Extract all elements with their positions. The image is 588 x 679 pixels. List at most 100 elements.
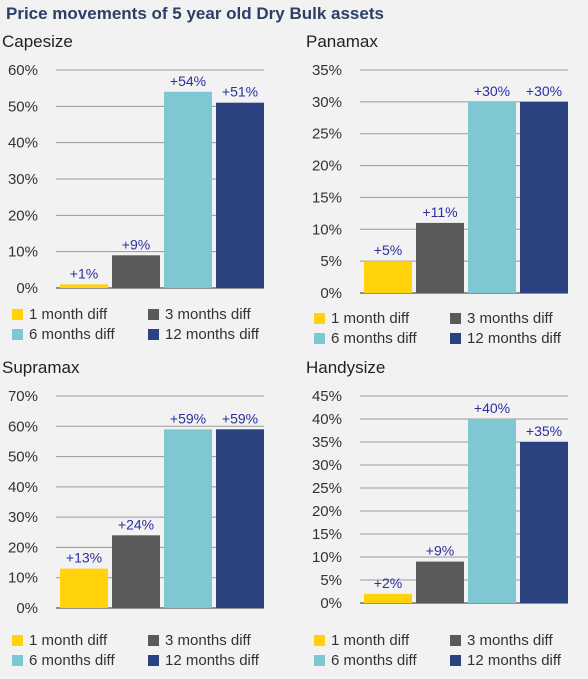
- bar: [364, 261, 412, 293]
- legend-item: 6 months diff: [314, 330, 417, 347]
- data-label: +13%: [66, 550, 102, 566]
- data-label: +9%: [122, 236, 150, 252]
- legend-item: 12 months diff: [450, 652, 561, 669]
- y-tick-label: 0%: [320, 595, 342, 612]
- data-label: +51%: [222, 84, 258, 100]
- legend-swatch: [314, 655, 325, 666]
- legend-swatch: [12, 309, 23, 320]
- y-tick-label: 40%: [8, 479, 38, 496]
- legend-label: 6 months diff: [29, 652, 115, 669]
- y-tick-label: 35%: [312, 62, 342, 79]
- y-tick-label: 45%: [312, 388, 342, 405]
- data-label: +5%: [374, 242, 402, 258]
- y-tick-label: 40%: [312, 411, 342, 428]
- bar-chart-panamax: 0% 5% 10% 15% 20% 25% 30% 35% +5% +11% +30% +30%: [312, 62, 568, 302]
- bar: [468, 419, 516, 603]
- y-tick-label: 40%: [8, 135, 38, 152]
- bar: [216, 102, 264, 288]
- legend-swatch: [148, 329, 159, 340]
- legend-item: 1 month diff: [12, 306, 107, 323]
- legend-label: 12 months diff: [165, 326, 259, 343]
- chart-panel-capesize: Capesize 0% 10% 20% 30% 40% 50% 60% +1% +9% +54% +…: [0, 30, 294, 350]
- legend-item: 12 months diff: [148, 326, 259, 343]
- chart-panel-handysize: Handysize 0% 5% 10% 15% 20% 25% 30% 35% 40% 45% +2…: [304, 356, 588, 676]
- y-tick-label: 20%: [8, 207, 38, 224]
- legend-label: 3 months diff: [467, 310, 553, 327]
- chart-title: Supramax: [2, 358, 80, 377]
- legend-swatch: [450, 333, 461, 344]
- page-title: Price movements of 5 year old Dry Bulk a…: [6, 4, 384, 23]
- bar: [60, 284, 108, 288]
- y-tick-label: 30%: [8, 171, 38, 188]
- bar-chart-capesize: 0% 10% 20% 30% 40% 50% 60% +1% +9% +54% +51%: [8, 62, 264, 297]
- legend-label: 3 months diff: [467, 632, 553, 649]
- legend-swatch: [148, 309, 159, 320]
- legend-item: 1 month diff: [314, 310, 409, 327]
- data-label: +59%: [222, 410, 258, 426]
- y-tick-label: 20%: [312, 503, 342, 520]
- y-tick-label: 60%: [8, 62, 38, 79]
- chart-title: Handysize: [306, 358, 386, 377]
- chart-panel-supramax: Supramax 0% 10% 20% 30% 40% 50% 60% 70% +13% +24%…: [0, 356, 294, 676]
- legend-label: 1 month diff: [331, 632, 410, 649]
- y-tick-label: 35%: [312, 434, 342, 451]
- bar: [364, 593, 412, 603]
- y-tick-label: 0%: [320, 285, 342, 302]
- y-tick-label: 30%: [312, 94, 342, 111]
- y-tick-label: 15%: [312, 189, 342, 206]
- bar: [520, 101, 568, 293]
- legend-swatch: [148, 655, 159, 666]
- legend-swatch: [314, 333, 325, 344]
- legend-swatch: [12, 635, 23, 646]
- y-tick-label: 20%: [312, 158, 342, 175]
- y-tick-label: 70%: [8, 388, 38, 405]
- legend-label: 12 months diff: [467, 652, 561, 669]
- y-tick-label: 15%: [312, 526, 342, 543]
- legend-item: 3 months diff: [148, 306, 251, 323]
- y-tick-label: 25%: [312, 480, 342, 497]
- data-label: +59%: [170, 410, 206, 426]
- data-label: +54%: [170, 73, 206, 89]
- y-tick-label: 50%: [8, 449, 38, 466]
- bar: [520, 442, 568, 603]
- bar: [416, 561, 464, 603]
- y-tick-label: 30%: [8, 509, 38, 526]
- data-label: +24%: [118, 516, 154, 532]
- y-tick-label: 10%: [8, 570, 38, 587]
- data-label: +11%: [422, 204, 457, 220]
- bar: [112, 255, 160, 288]
- data-label: +30%: [526, 83, 562, 99]
- legend-item: 3 months diff: [450, 310, 553, 327]
- data-label: +40%: [474, 400, 510, 416]
- legend-label: 1 month diff: [29, 632, 108, 649]
- legend-item: 3 months diff: [148, 632, 251, 649]
- bar: [468, 101, 516, 293]
- legend-item: 12 months diff: [148, 652, 259, 669]
- legend-swatch: [12, 329, 23, 340]
- legend-item: 6 months diff: [12, 652, 115, 669]
- legend-label: 6 months diff: [331, 652, 417, 669]
- legend-label: 3 months diff: [165, 632, 251, 649]
- data-label: +9%: [426, 543, 454, 559]
- y-tick-label: 0%: [16, 600, 38, 617]
- legend-item: 12 months diff: [450, 330, 561, 347]
- data-label: +1%: [70, 265, 98, 281]
- chart-panel-panamax: Panamax 0% 5% 10% 15% 20% 25% 30% 35% +5% +11% +30…: [304, 30, 588, 350]
- bar-chart-supramax: 0% 10% 20% 30% 40% 50% 60% 70% +13% +24% +59% +59%: [8, 388, 264, 617]
- data-label: +35%: [526, 423, 562, 439]
- legend-item: 1 month diff: [314, 632, 409, 649]
- y-tick-label: 10%: [312, 549, 342, 566]
- y-tick-label: 50%: [8, 98, 38, 115]
- legend-swatch: [450, 635, 461, 646]
- y-tick-label: 5%: [320, 253, 342, 270]
- y-tick-label: 5%: [320, 572, 342, 589]
- legend-item: 6 months diff: [314, 652, 417, 669]
- bar: [416, 222, 464, 293]
- legend-swatch: [450, 655, 461, 666]
- legend-swatch: [450, 313, 461, 324]
- y-tick-label: 0%: [16, 280, 38, 297]
- legend-swatch: [148, 635, 159, 646]
- y-tick-label: 10%: [8, 244, 38, 261]
- y-tick-label: 60%: [8, 418, 38, 435]
- chart-title: Panamax: [306, 32, 378, 51]
